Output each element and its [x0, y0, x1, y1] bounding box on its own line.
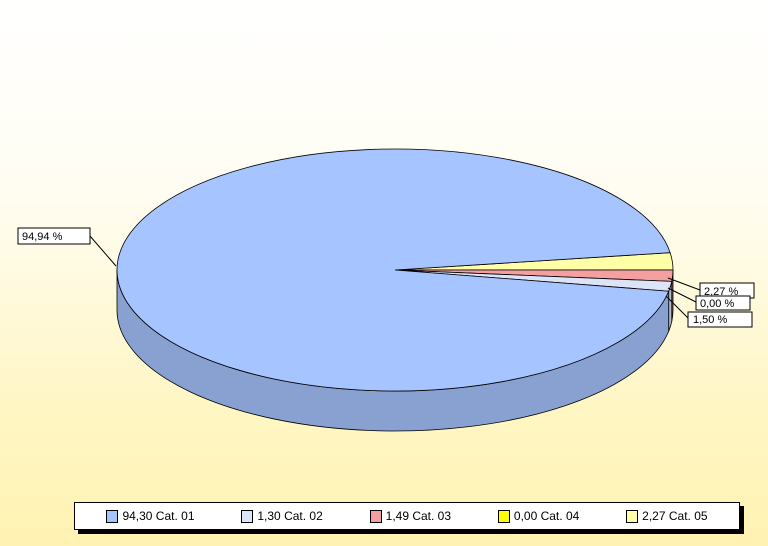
- legend-item-cat01: 94,30 Cat. 01: [106, 509, 195, 523]
- callout-label-cat05: 2,27 %: [704, 286, 738, 298]
- legend-label: 1,30 Cat. 02: [257, 509, 323, 523]
- callout-label-cat04: 0,00 %: [700, 298, 734, 310]
- pie-slice-cat01: [116, 148, 671, 392]
- callout-cat04: 0,00 %: [667, 287, 751, 311]
- legend-swatch: [106, 509, 119, 523]
- legend-item-cat03: 1,49 Cat. 03: [369, 509, 452, 523]
- callout-cat05: 2,27 %: [667, 277, 755, 299]
- legend-label: 94,30 Cat. 01: [122, 509, 195, 523]
- legend-swatch: [497, 509, 510, 523]
- callout-cat01: 94,94 %: [17, 227, 117, 267]
- legend-item-cat04: 0,00 Cat. 04: [497, 509, 580, 523]
- legend-label: 2,27 Cat. 05: [642, 509, 708, 523]
- legend-label: 0,00 Cat. 04: [513, 509, 580, 523]
- legend-item-cat05: 2,27 Cat. 05: [626, 509, 708, 523]
- legend-item-cat02: 1,30 Cat. 02: [241, 509, 323, 523]
- legend: 94,30 Cat. 01 1,30 Cat. 02 1,49 Cat. 03 …: [74, 502, 740, 530]
- legend-label: 1,49 Cat. 03: [385, 509, 452, 523]
- legend-swatch: [626, 509, 639, 523]
- callout-label-cat03: 1,50 %: [693, 314, 727, 326]
- callout-cat03: 1,50 %: [665, 295, 753, 328]
- legend-swatch: [369, 509, 382, 523]
- callout-label-cat01: 94,94 %: [22, 231, 63, 243]
- legend-swatch: [241, 509, 254, 523]
